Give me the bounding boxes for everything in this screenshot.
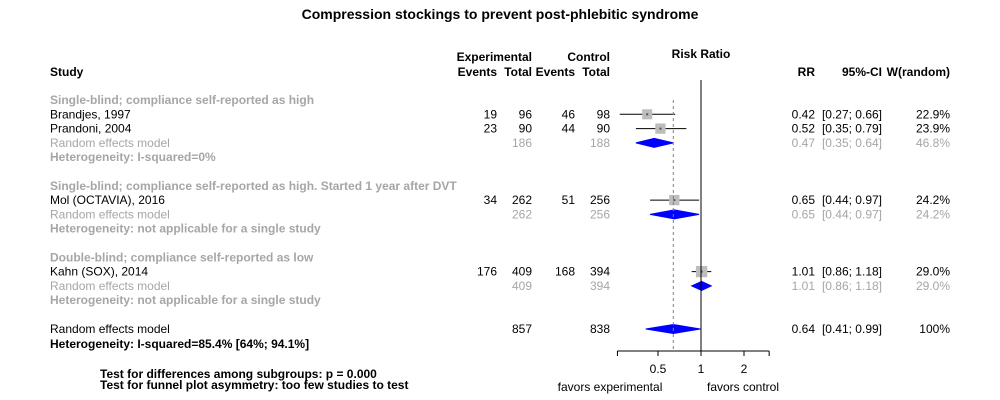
study-point <box>659 127 662 130</box>
subgroup-weight: 29.0% <box>916 279 950 293</box>
axis-tick-label: 0.5 <box>650 362 667 376</box>
weight-cell: 23.9% <box>916 122 950 136</box>
header-weight: W(random) <box>887 65 950 79</box>
study-label: Kahn (SOX), 2014 <box>50 265 148 279</box>
ci-cell: [0.44; 0.97] <box>822 193 882 207</box>
subgroup-pooled-label: Random effects model <box>50 279 170 293</box>
subgroup-heterogeneity: Heterogeneity: I-squared=0% <box>50 150 216 164</box>
study-point <box>646 113 649 116</box>
header-exp-events: Events <box>458 65 498 79</box>
axis-tick-label: 2 <box>741 362 748 376</box>
forest-rows: Single-blind; compliance self-reported a… <box>50 93 950 351</box>
subgroup-label: Double-blind; compliance self-reported a… <box>50 250 314 264</box>
header-risk-ratio: Risk Ratio <box>672 47 731 61</box>
study-point <box>700 270 703 273</box>
rr-cell: 1.01 <box>792 265 816 279</box>
exp-total-cell: 90 <box>519 122 533 136</box>
overall-heterogeneity: Heterogeneity: I-squared=85.4% [64%; 94.… <box>50 337 309 351</box>
axis-tick-label: 1 <box>698 362 705 376</box>
ctrl-total-cell: 98 <box>597 107 611 121</box>
ctrl-events-cell: 51 <box>562 193 576 207</box>
exp-events-cell: 23 <box>484 122 498 136</box>
subgroup-weight: 46.8% <box>916 136 950 150</box>
subgroup-ci: [0.86; 1.18] <box>822 279 882 293</box>
ctrl-events-cell: 46 <box>562 107 576 121</box>
subgroup-ctrl-total: 188 <box>590 136 610 150</box>
subgroup-label: Single-blind; compliance self-reported a… <box>50 179 457 193</box>
exp-events-cell: 176 <box>477 265 497 279</box>
study-label: Brandjes, 1997 <box>50 107 131 121</box>
overall-ctrl-total: 838 <box>590 322 610 336</box>
rr-cell: 0.65 <box>792 193 816 207</box>
overall-rr: 0.64 <box>792 322 816 336</box>
header-experimental: Experimental <box>457 50 532 64</box>
header-exp-total: Total <box>504 65 532 79</box>
ctrl-total-cell: 90 <box>597 122 611 136</box>
subgroup-ci: [0.35; 0.64] <box>822 136 882 150</box>
subgroup-heterogeneity: Heterogeneity: not applicable for a sing… <box>50 293 321 307</box>
overall-label: Random effects model <box>50 322 170 336</box>
weight-cell: 29.0% <box>916 265 950 279</box>
study-point <box>673 199 676 202</box>
exp-events-cell: 34 <box>484 193 498 207</box>
subgroup-exp-total: 409 <box>512 279 532 293</box>
subgroup-exp-total: 262 <box>512 207 532 221</box>
header-rr: RR <box>798 65 816 79</box>
header-control: Control <box>567 50 610 64</box>
subgroup-exp-total: 186 <box>512 136 532 150</box>
overall-exp-total: 857 <box>512 322 532 336</box>
rr-cell: 0.42 <box>792 107 816 121</box>
subgroup-ctrl-total: 394 <box>590 279 610 293</box>
overall-ci: [0.41; 0.99] <box>822 322 882 336</box>
header-study: Study <box>50 65 84 79</box>
overall-weight: 100% <box>919 322 950 336</box>
ctrl-events-cell: 44 <box>562 122 576 136</box>
subgroup-rr: 1.01 <box>792 279 816 293</box>
chart-title: Compression stockings to prevent post-ph… <box>302 6 699 22</box>
subgroup-rr: 0.65 <box>792 207 816 221</box>
exp-total-cell: 409 <box>512 265 532 279</box>
header-ci: 95%-CI <box>842 65 882 79</box>
subgroup-diamond <box>649 209 700 220</box>
subgroup-pooled-label: Random effects model <box>50 207 170 221</box>
exp-events-cell: 19 <box>484 107 498 121</box>
favors-experimental-label: favors experimental <box>558 380 663 394</box>
subgroup-ctrl-total: 256 <box>590 207 610 221</box>
study-label: Prandoni, 2004 <box>50 122 132 136</box>
forest-marks <box>619 80 713 351</box>
ci-cell: [0.86; 1.18] <box>822 265 882 279</box>
test-funnel-asymmetry: Test for funnel plot asymmetry: too few … <box>100 378 408 392</box>
exp-total-cell: 96 <box>519 107 533 121</box>
ci-cell: [0.35; 0.79] <box>822 122 882 136</box>
header-ctrl-total: Total <box>582 65 610 79</box>
ci-cell: [0.27; 0.66] <box>822 107 882 121</box>
subgroup-ci: [0.44; 0.97] <box>822 207 882 221</box>
ctrl-events-cell: 168 <box>555 265 575 279</box>
column-headers: Study Experimental Events Total Control … <box>50 47 950 79</box>
weight-cell: 22.9% <box>916 107 950 121</box>
subgroup-diamond <box>635 137 674 148</box>
subgroup-heterogeneity: Heterogeneity: not applicable for a sing… <box>50 222 321 236</box>
rr-cell: 0.52 <box>792 122 816 136</box>
ctrl-total-cell: 256 <box>590 193 610 207</box>
subgroup-weight: 24.2% <box>916 207 950 221</box>
exp-total-cell: 262 <box>512 193 532 207</box>
subgroup-pooled-label: Random effects model <box>50 136 170 150</box>
ctrl-total-cell: 394 <box>590 265 610 279</box>
study-label: Mol (OCTAVIA), 2016 <box>50 193 165 207</box>
subgroup-label: Single-blind; compliance self-reported a… <box>50 93 314 107</box>
header-ctrl-events: Events <box>536 65 576 79</box>
favors-control-label: favors control <box>707 380 779 394</box>
test-subgroup-differences: Test for differences among subgroups: p … <box>100 367 377 381</box>
weight-cell: 24.2% <box>916 193 950 207</box>
subgroup-rr: 0.47 <box>792 136 816 150</box>
x-axis: 0.5 1 2 <box>616 350 770 376</box>
